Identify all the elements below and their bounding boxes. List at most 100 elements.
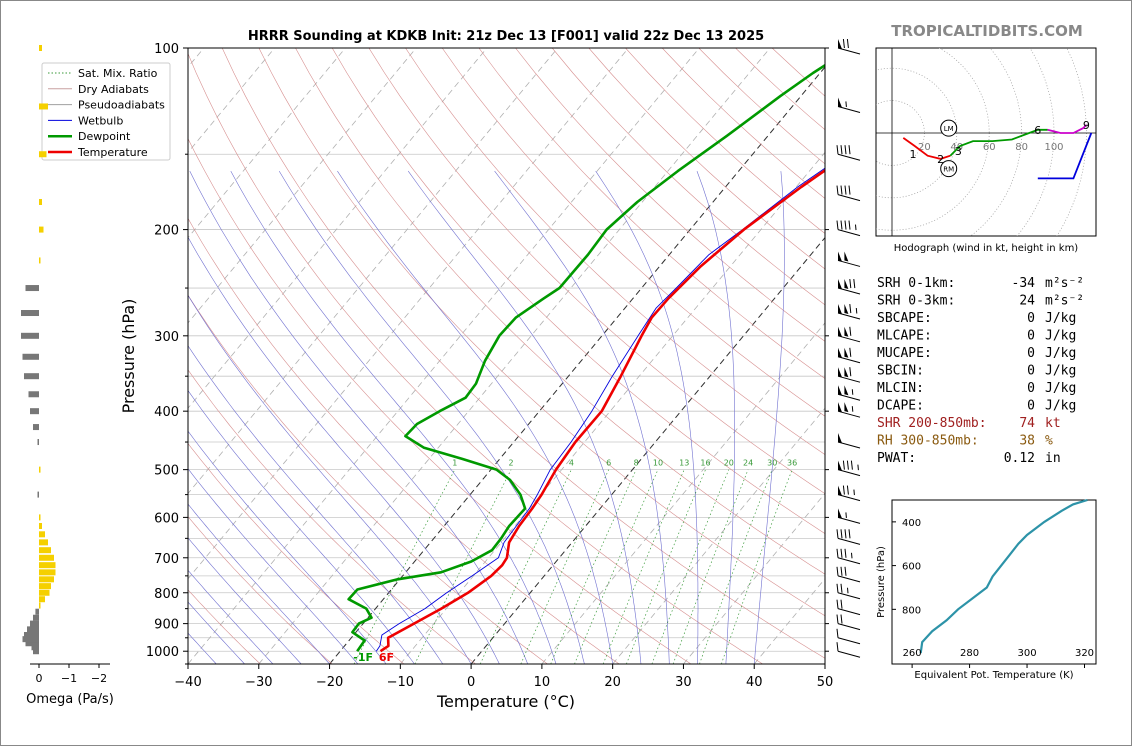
barb-flag <box>844 251 849 262</box>
legend-label: Temperature <box>77 146 148 159</box>
index-value: 0 <box>1027 329 1035 344</box>
barb-flag <box>838 433 842 444</box>
index-value: 24 <box>1019 294 1035 309</box>
index-value: 38 <box>1019 434 1035 449</box>
omega-bar <box>39 562 56 569</box>
index-unit: J/kg <box>1045 399 1076 414</box>
storm-motion-label: RM <box>943 166 954 174</box>
series-wetbulb <box>375 167 825 652</box>
skewt-background-lines <box>188 48 825 664</box>
mixing-ratio-label: 1 <box>452 459 457 468</box>
barb-full <box>836 628 839 638</box>
wind-barb <box>837 326 861 343</box>
x-tick-label: 50 <box>817 675 834 690</box>
index-label: MUCAPE: <box>877 346 932 361</box>
hodograph-ring-label: 40 <box>950 142 963 153</box>
storm-motion-marker <box>940 160 958 178</box>
barb-flag <box>838 326 842 337</box>
omega-bar <box>39 554 54 561</box>
barb-half <box>851 406 854 412</box>
chart-title: HRRR Sounding at KDKB Init: 21z Dec 13 [… <box>248 29 764 44</box>
mixing-ratio-label: 2 <box>509 459 514 468</box>
wind-barb <box>836 145 861 161</box>
barb-flag <box>844 304 849 315</box>
omega-bar <box>33 614 39 621</box>
moist-adiabat <box>278 170 585 664</box>
moist-adiabat <box>188 569 274 664</box>
index-label: SHR 200-850mb: <box>877 416 987 431</box>
surface-temperature-label: 6F <box>379 651 394 664</box>
moist-adiabat <box>188 632 217 664</box>
barb-staff <box>837 410 861 418</box>
y-tick-label: 1000 <box>146 645 179 660</box>
dry-adiabat <box>188 516 333 664</box>
barb-staff <box>837 469 861 477</box>
index-value: 0 <box>1027 364 1035 379</box>
barb-half <box>853 489 855 496</box>
mixing-ratio-line <box>651 469 730 664</box>
barb-full <box>836 642 839 652</box>
barb-full <box>846 38 849 49</box>
moist-adiabat <box>494 170 670 664</box>
index-label: SBCIN: <box>877 364 924 379</box>
wind-barb <box>837 367 861 383</box>
barb-full <box>836 614 839 624</box>
barb-full <box>840 566 843 576</box>
barb-half <box>845 101 847 108</box>
omega-bar <box>30 408 39 415</box>
omega-bar <box>28 391 39 398</box>
y-tick-label: 300 <box>154 330 179 345</box>
mixing-ratio-line <box>550 469 637 664</box>
theta-e-x-tick-label: 300 <box>1017 648 1036 659</box>
y-tick-label: 600 <box>154 511 179 526</box>
barb-full <box>844 220 847 230</box>
omega-bar <box>33 648 39 655</box>
theta-e-y-tick-label: 800 <box>902 605 921 616</box>
x-tick-label: −10 <box>387 675 414 690</box>
barb-staff <box>837 650 861 658</box>
mixing-ratio-label: 13 <box>679 459 689 468</box>
barb-staff <box>837 153 861 161</box>
omega-bar <box>39 569 56 576</box>
barb-full <box>846 485 849 495</box>
barb-full <box>836 599 839 609</box>
storm-motion-marker <box>940 119 958 137</box>
barb-half <box>855 224 857 231</box>
theta-e-frame <box>891 499 1097 665</box>
y-tick-label: 900 <box>154 618 179 633</box>
barb-full <box>844 185 847 195</box>
moist-adiabat <box>188 430 387 664</box>
moist-adiabat <box>407 170 642 664</box>
omega-bar <box>39 596 45 603</box>
mixing-ratio-label: 20 <box>724 459 734 468</box>
index-label: MLCAPE: <box>877 329 932 344</box>
barb-full <box>836 548 839 558</box>
mixing-ratio-line <box>699 469 773 664</box>
index-label: DCAPE: <box>877 399 924 414</box>
moist-adiabat <box>188 236 500 664</box>
barb-flag <box>844 385 849 396</box>
dry-adiabat <box>188 52 763 664</box>
barb-flag <box>838 385 842 396</box>
moist-adiabat <box>188 468 359 664</box>
hodograph-panel: 20 40 60 80 100 LM RM 1 23 6 9 Hodograph (wind in … <box>875 47 1097 254</box>
omega-bar <box>21 332 39 339</box>
x-tick-label: 40 <box>746 675 763 690</box>
barb-half <box>857 464 859 471</box>
skewt-y-axis-label: Pressure (hPa) <box>119 299 138 414</box>
omega-bar <box>39 45 42 51</box>
index-unit: J/kg <box>1045 364 1076 379</box>
y-tick-label: 400 <box>154 405 179 420</box>
theta-e-panel: 260 280 300 320 400 600 800 Equivalent Pot. Te… <box>876 498 1097 681</box>
barb-flag <box>838 304 842 315</box>
barb-full <box>836 529 839 539</box>
barb-flag <box>844 347 849 358</box>
omega-bar <box>21 310 39 317</box>
index-unit: m²s⁻² <box>1045 276 1084 291</box>
zero-isotherm <box>470 236 825 664</box>
legend-label: Dry Adiabats <box>78 83 149 96</box>
dry-adiabat <box>551 48 825 306</box>
hodograph-ring-label: 100 <box>1044 142 1063 153</box>
barb-half <box>845 512 847 518</box>
